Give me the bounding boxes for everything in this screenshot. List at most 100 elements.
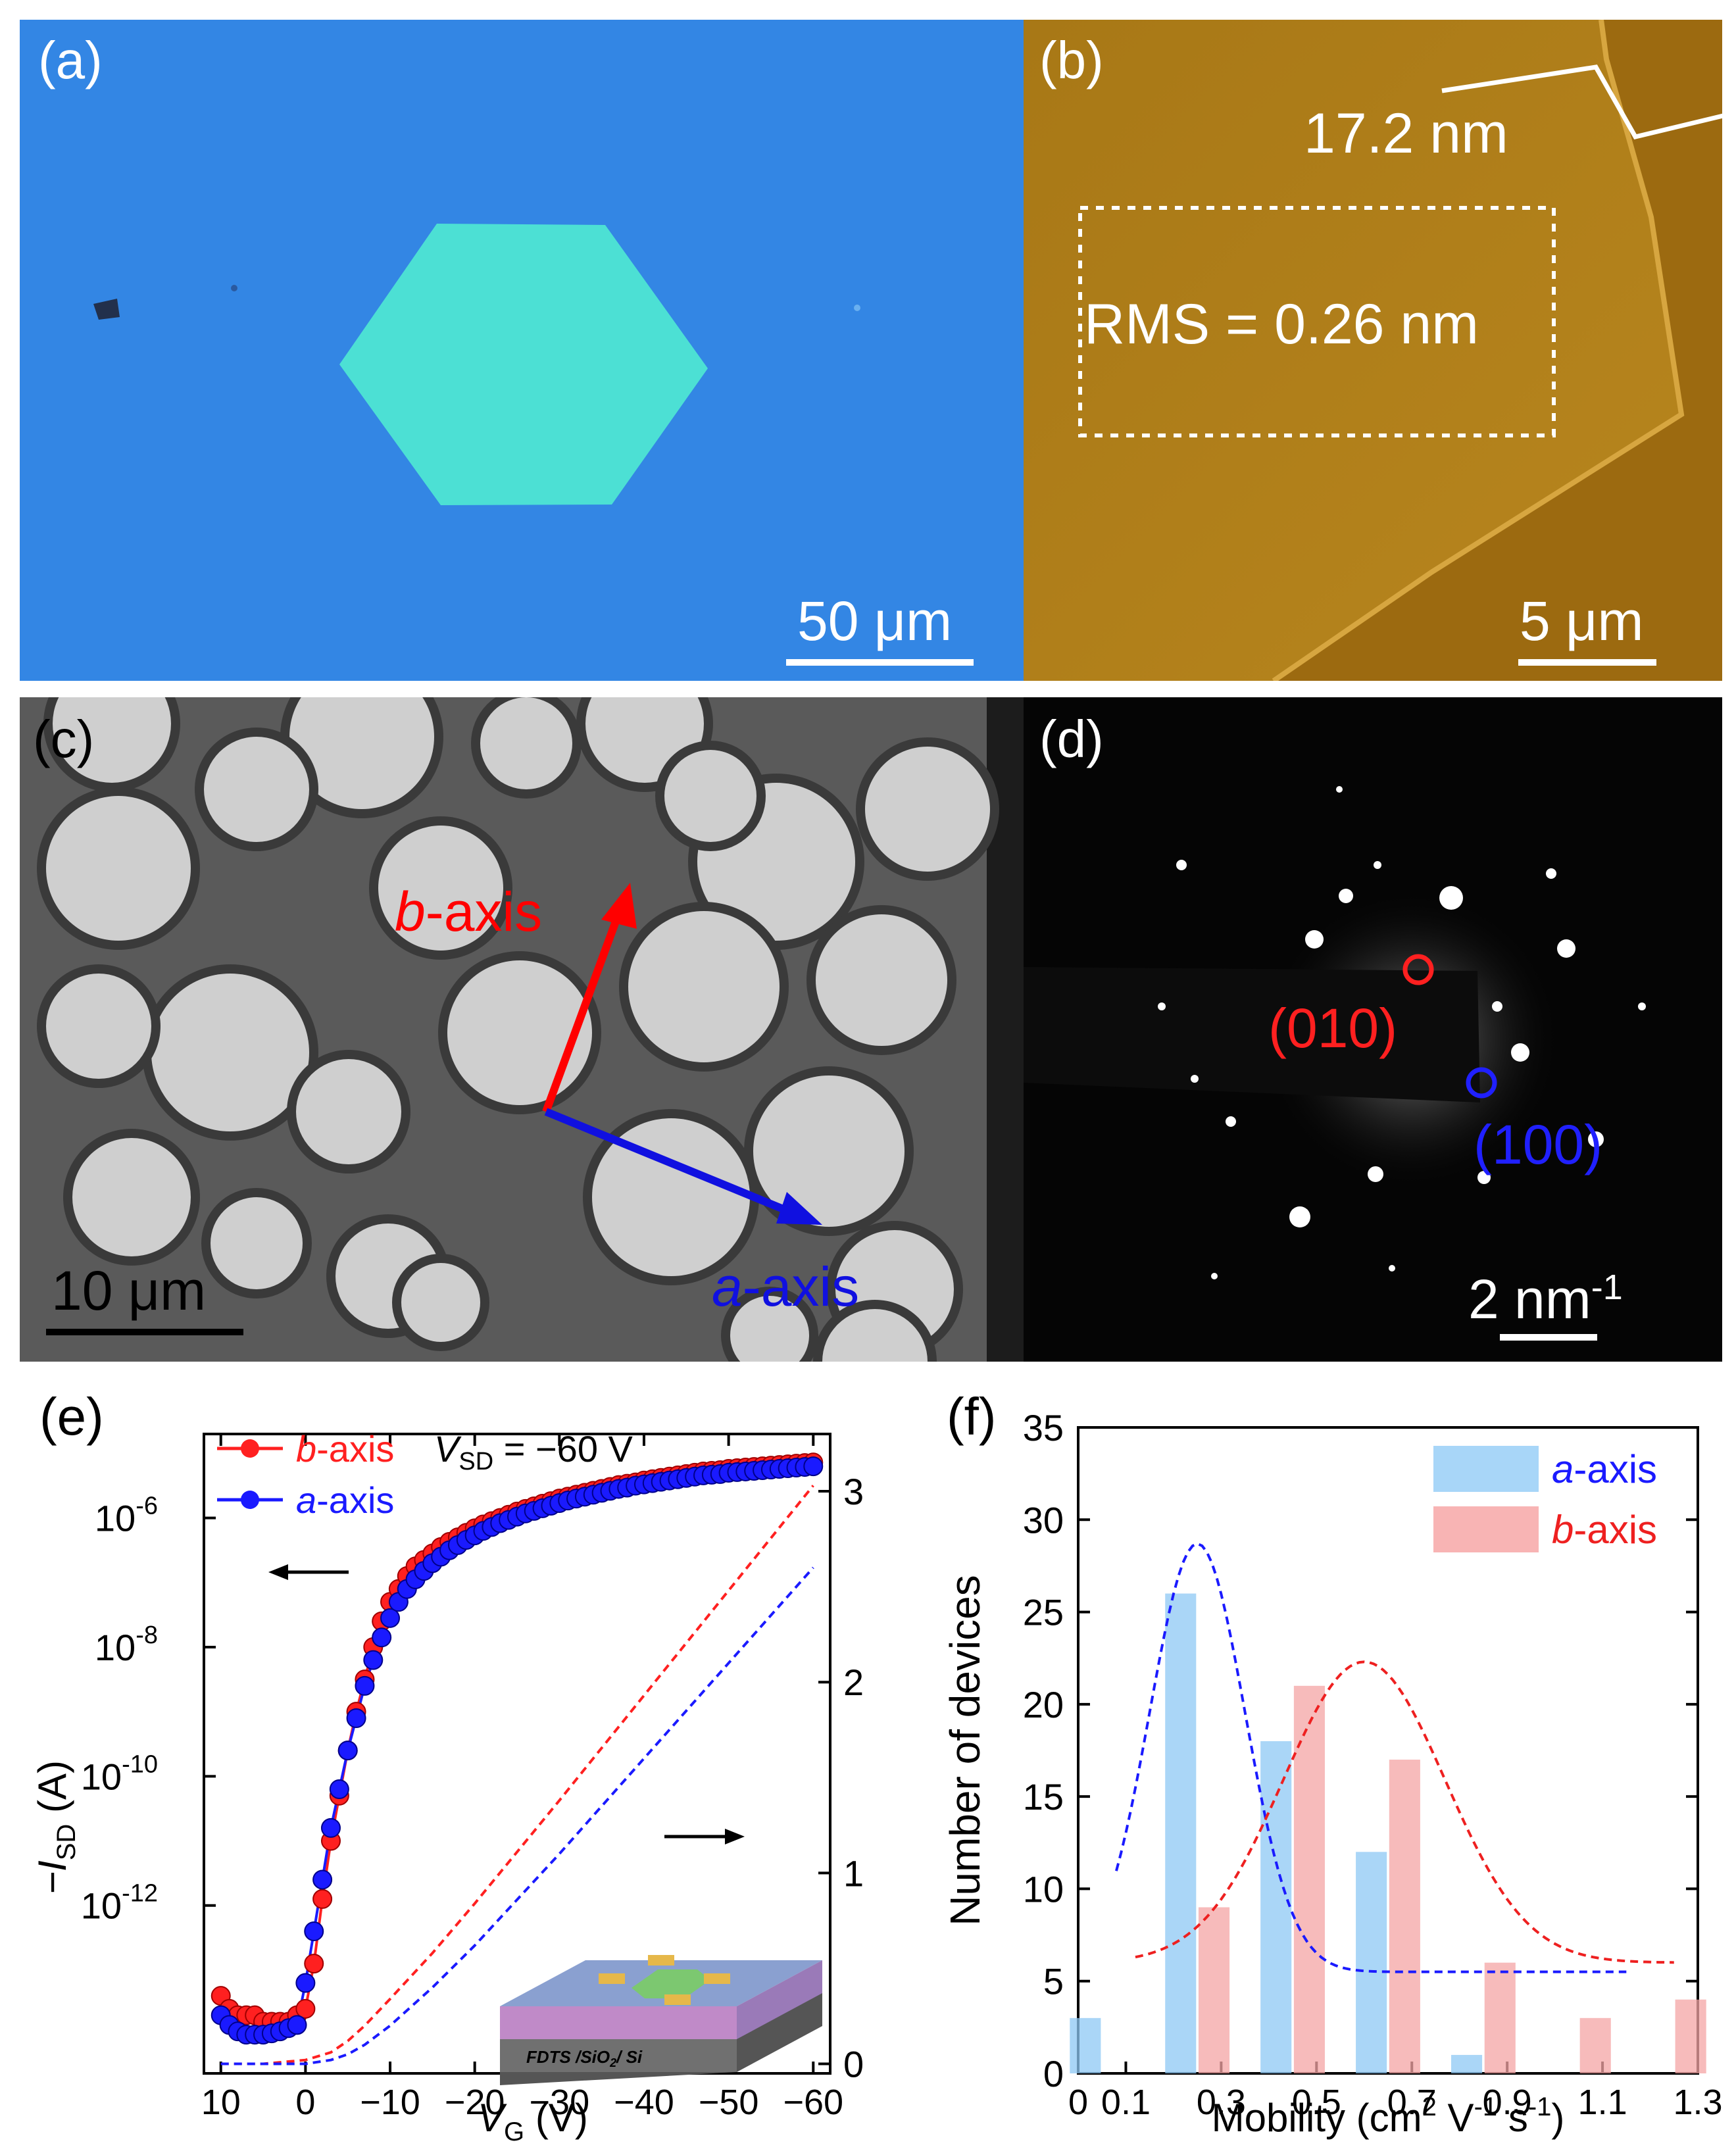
height-profile-line xyxy=(1441,64,1722,140)
panel-d-label: (d) xyxy=(1039,710,1104,768)
y-left-tick-base: 10 xyxy=(95,1498,136,1539)
legend-f-text: -axis xyxy=(1574,1508,1657,1552)
data-point-a-axis-log xyxy=(329,1779,349,1799)
xlabel-mid2: s xyxy=(1497,2096,1528,2140)
data-point-a-axis-log xyxy=(355,1675,375,1696)
y-left-tick-label: 10-12 xyxy=(81,1880,158,1927)
chart-f-frame xyxy=(1077,1426,1699,2075)
data-point-a-axis-log xyxy=(380,1608,401,1628)
y-left-tick-exp: -10 xyxy=(122,1750,158,1778)
inset-electrode xyxy=(648,1955,674,1966)
data-point-a-axis-log xyxy=(372,1627,392,1648)
panel-a-scale-text: 50 μm xyxy=(797,590,953,652)
legend-f-swatch xyxy=(1433,1506,1539,1552)
panel-d-svg xyxy=(1024,786,1646,1279)
panel-b-scale-bar xyxy=(1518,659,1656,666)
chart-e-svg: 10 0 −10 −20 −30 −40 −50 −6010-610-810-1010-120… xyxy=(30,1428,864,2146)
bar-a-axis xyxy=(1356,1852,1387,2073)
fit-curve-a-axis-fit xyxy=(1115,1542,1627,1973)
y-left-tick-base: 10 xyxy=(95,1627,136,1668)
xlabel-symbol: V xyxy=(478,2096,507,2140)
x-tick-label: 0.5 xyxy=(1292,2083,1341,2122)
data-point-a-axis-log xyxy=(320,1817,341,1838)
tem-hole xyxy=(447,960,592,1105)
fit-curve-b-axis-fit xyxy=(1135,1660,1674,1964)
right-axis-arrowhead xyxy=(725,1829,745,1844)
data-point-a-axis-log xyxy=(803,1456,824,1477)
diffraction-spot xyxy=(1176,860,1187,870)
dust-dot xyxy=(231,285,237,291)
inset-electrode xyxy=(599,1973,625,1984)
spot-100-marker xyxy=(1466,1067,1497,1099)
b-axis-arrow xyxy=(542,912,622,1114)
bar-b-axis xyxy=(1389,1760,1420,2073)
xlabel-sub: G xyxy=(504,2117,524,2146)
x-tick-label: −20 xyxy=(445,2083,505,2122)
diffraction-spot xyxy=(1588,1131,1604,1147)
xlabel-tail: ) xyxy=(1551,2096,1564,2140)
height-label: 17.2 nm xyxy=(1304,102,1508,165)
data-point-a-axis-log xyxy=(295,1973,316,1993)
chart-f-ylabel: Number of devices xyxy=(941,1575,989,1926)
diffraction-spot xyxy=(1339,889,1353,903)
panel-d-scale-text: 2 nm-1 xyxy=(1468,1270,1623,1327)
inset-si-layer xyxy=(500,2039,737,2072)
debris-particle xyxy=(93,299,120,320)
inset-stack-label: FDTS /SiO2/ Si xyxy=(526,2047,643,2069)
chart-e-ylabel-left: −ISD (A) xyxy=(30,1760,81,1894)
x-tick-label: −30 xyxy=(530,2083,590,2122)
tem-hole xyxy=(628,911,780,1062)
panel-b-svg xyxy=(1024,20,1722,681)
tem-hole xyxy=(480,697,572,789)
xlabel-main: Mobility (cm xyxy=(1212,2096,1422,2140)
y-left-tick-exp: -6 xyxy=(136,1493,158,1520)
a-axis-arrow xyxy=(544,1108,801,1220)
data-point-a-axis-log xyxy=(304,1921,324,1941)
inset-label-sub: 2 xyxy=(609,2056,616,2069)
bar-b-axis xyxy=(1579,2017,1611,2073)
bar-a-axis xyxy=(1070,2017,1101,2073)
dust-dot xyxy=(854,305,860,311)
y-tick-label: 5 xyxy=(1043,1961,1064,2002)
inset-front-layer xyxy=(500,2006,737,2039)
xlabel-unit: (V) xyxy=(524,2096,588,2140)
y-left-tick-base: 10 xyxy=(81,1885,122,1927)
diffraction-spot xyxy=(1546,868,1556,879)
diffraction-spot xyxy=(1439,886,1463,910)
diffraction-spot xyxy=(1374,861,1381,869)
legend-f-italic: b xyxy=(1552,1508,1574,1552)
diffraction-spot xyxy=(1638,1002,1646,1010)
y-left-tick-label: 10-8 xyxy=(95,1621,158,1668)
xlabel-mid: V xyxy=(1437,2096,1474,2140)
panel-c-scale-bar xyxy=(46,1329,243,1335)
chart-e-xlabel: VG (V) xyxy=(478,2096,588,2146)
x-tick-label: −60 xyxy=(783,2083,843,2122)
diffraction-spot xyxy=(1211,1273,1218,1279)
legend-e-text: -axis xyxy=(316,1479,394,1521)
panel-d-scale-bar xyxy=(1500,1334,1597,1341)
rms-label: RMS = 0.26 nm xyxy=(1084,293,1479,356)
panel-c-tem-image: (c) b-axis a-axis 10 μm xyxy=(20,697,1024,1362)
tem-hole xyxy=(46,796,191,941)
diffraction-spot xyxy=(1191,1075,1199,1083)
panel-e-label: (e) xyxy=(39,1387,104,1446)
panel-c-scale-text: 10 μm xyxy=(51,1260,207,1322)
x-tick-label: −10 xyxy=(360,2083,420,2122)
x-tick-label: −40 xyxy=(614,2083,674,2122)
data-point-b-axis-log xyxy=(312,1889,333,1909)
a-axis-arrowhead xyxy=(776,1192,822,1225)
legend-vsd: VSD = −60 V xyxy=(434,1428,633,1475)
legend-f-text: -axis xyxy=(1574,1447,1657,1491)
inset-side-layer xyxy=(737,1960,822,2039)
tem-hole xyxy=(664,750,756,842)
tem-hole xyxy=(296,1059,401,1164)
panel-f-label: (f) xyxy=(947,1387,997,1446)
diffraction-spot xyxy=(1389,1265,1395,1272)
y-left-tick-exp: -12 xyxy=(122,1880,158,1908)
y-left-tick-label: 10-10 xyxy=(81,1750,158,1797)
tem-hole xyxy=(46,974,151,1079)
chart-f-xlabel: Mobility (cm2 V-1 s-1) xyxy=(1212,2092,1565,2140)
tem-hole xyxy=(53,697,171,783)
data-point-a-axis-log xyxy=(346,1708,366,1728)
diffraction-spot xyxy=(1511,1043,1529,1062)
